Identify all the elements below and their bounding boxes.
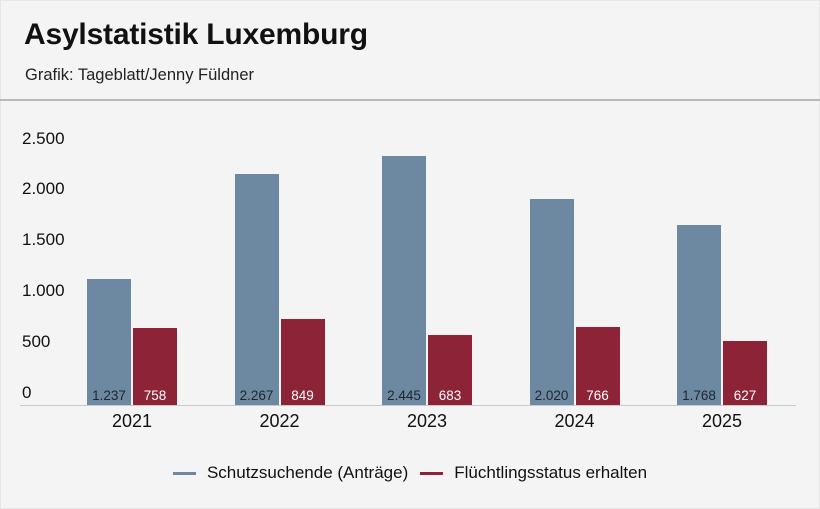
y-tick-label: 2.500 — [22, 128, 65, 148]
chart-title: Asylstatistik Luxemburg — [24, 18, 368, 51]
bar-schutzsuchende: 1.237 — [87, 279, 131, 405]
legend-swatch-red-icon — [420, 471, 444, 475]
bar-schutzsuchende: 2.445 — [382, 156, 426, 405]
bar-fluechtlingsstatus: 683 — [428, 335, 472, 405]
x-tick-label: 2021 — [111, 411, 153, 431]
y-tick-label: 1.500 — [22, 230, 65, 250]
legend-item-schutzsuchende: Schutzsuchende (Anträge) — [172, 463, 409, 483]
x-tick-label: 2025 — [701, 411, 743, 431]
bar-fluechtlingsstatus: 766 — [575, 327, 620, 405]
bar-schutzsuchende: 1.768 — [677, 225, 721, 405]
bar-value-label: 627 — [733, 387, 757, 403]
bar-value-label: 2.267 — [239, 387, 274, 403]
legend-label: Schutzsuchende (Anträge) — [206, 463, 409, 482]
y-tick-label: 0 — [22, 383, 32, 402]
bar-schutzsuchende: 2.267 — [234, 174, 279, 405]
bar-value-label: 683 — [438, 387, 462, 403]
y-tick-label: 2.000 — [22, 179, 65, 199]
chart-subtitle: Grafik: Tageblatt/Jenny Füldner — [25, 66, 254, 84]
legend-label: Flüchtlingsstatus erhalten — [454, 463, 648, 482]
bar-value-label: 1.768 — [682, 387, 716, 403]
legend: Schutzsuchende (Anträge) Flüchtlingsstat… — [0, 463, 820, 483]
header-divider — [0, 99, 820, 101]
legend-item-fluechtlingsstatus: Flüchtlingsstatus erhalten — [420, 463, 647, 483]
y-tick-label: 1.000 — [22, 281, 65, 301]
bar-value-label: 758 — [143, 387, 167, 403]
legend-swatch-blue-icon — [172, 471, 196, 475]
bar-schutzsuchende: 2.020 — [529, 199, 574, 405]
bar-value-label: 2.020 — [534, 387, 569, 403]
bar-value-label: 766 — [586, 387, 609, 403]
bar-fluechtlingsstatus: 627 — [723, 341, 767, 405]
bar-value-label: 849 — [291, 387, 314, 403]
bar-value-label: 2.445 — [387, 387, 421, 403]
bar-fluechtlingsstatus: 758 — [133, 327, 177, 405]
x-axis-baseline — [20, 405, 796, 406]
bar-fluechtlingsstatus: 849 — [280, 318, 325, 405]
bar-value-label: 1.237 — [92, 387, 126, 403]
y-tick-label: 500 — [22, 332, 51, 352]
x-tick-label: 2024 — [554, 411, 595, 431]
x-tick-label: 2022 — [259, 411, 300, 431]
x-tick-label: 2023 — [406, 411, 448, 431]
